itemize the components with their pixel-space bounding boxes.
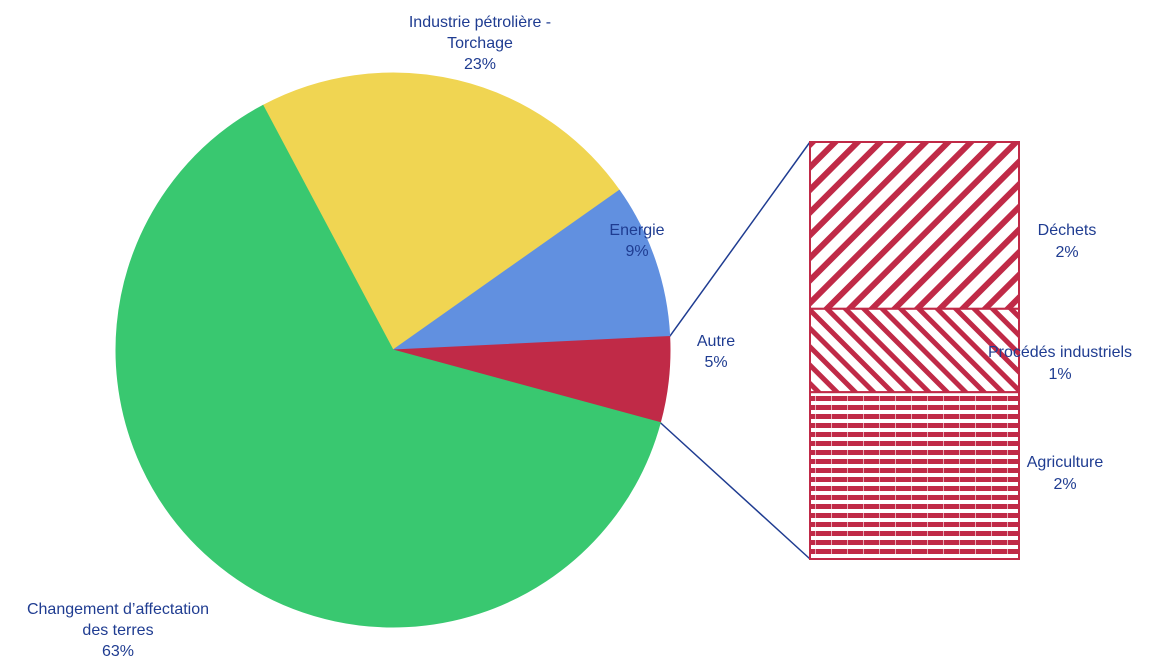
bar-segment-dechets	[809, 141, 1020, 310]
pie-slice-energie	[391, 189, 671, 351]
pie-slice-industrie-petroliere	[262, 72, 621, 351]
connector-line-bottom	[659, 422, 811, 560]
connector-lines	[659, 141, 811, 560]
pie	[115, 72, 671, 628]
labels: Industrie pétrolière -Torchage 23% Energie…	[27, 14, 1132, 660]
bar-label-procedes-industriels: Procédés industriels 1%	[988, 344, 1132, 383]
connector-line-top	[669, 141, 811, 337]
bar-label-dechets: Déchets 2%	[1038, 222, 1097, 261]
bar-label-agriculture: Agriculture 2%	[1027, 454, 1104, 493]
bar-segment-agriculture	[809, 391, 1020, 561]
slice-label-industrie-petroliere: Industrie pétrolière -Torchage 23%	[409, 14, 551, 73]
slice-label-autre: Autre 5%	[697, 333, 735, 371]
slice-label-changement-d-affectation: Changement d’affectation des terres 63%	[27, 601, 209, 660]
breakdown-bar	[809, 141, 1020, 561]
pie-slice-changement-d-affectation	[115, 104, 661, 628]
slice-label-energie: Energie 9%	[609, 222, 664, 260]
